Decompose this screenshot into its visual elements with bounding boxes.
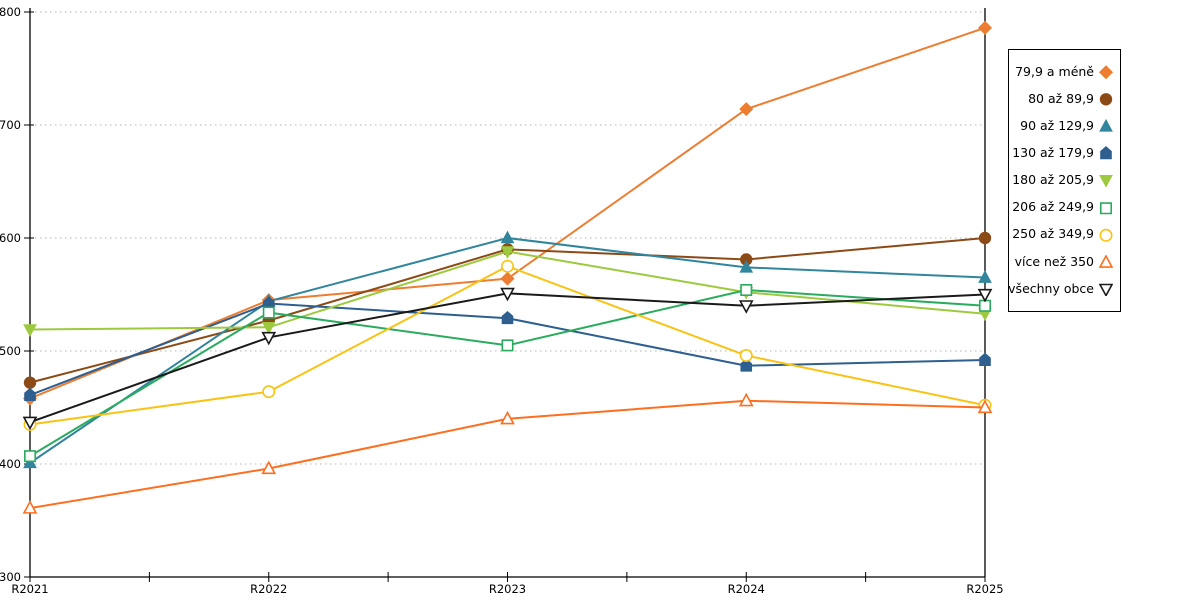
data-point-marker: [740, 283, 753, 296]
tick-label: R2021: [11, 582, 48, 596]
legend-marker-glyph: [1099, 175, 1113, 188]
data-point-marker: [23, 455, 37, 469]
series-9: [22, 287, 993, 431]
legend-marker-glyph: [1099, 228, 1113, 242]
tick-label: 400: [0, 457, 21, 471]
legend-marker-glyph: [1100, 146, 1112, 160]
tick-label: 700: [0, 118, 21, 132]
data-point-marker: [24, 450, 36, 463]
data-point-marker: [500, 230, 515, 244]
data-point-marker: [24, 387, 36, 401]
data-point-marker: [261, 331, 277, 346]
data-point-marker: [1100, 146, 1112, 160]
data-point-marker: [738, 392, 754, 407]
legend-label: 250 až 349,9: [1012, 226, 1094, 242]
legend-item: 180 až 205,9: [1012, 173, 1113, 188]
data-point-marker: [262, 306, 275, 319]
data-point-marker: [979, 299, 991, 312]
data-point-marker: [500, 410, 515, 425]
legend-item: 80 až 89,9: [1016, 92, 1113, 106]
data-point-marker: [978, 231, 992, 245]
data-point-marker: [740, 358, 753, 372]
legend-label: 180 až 205,9: [1012, 172, 1094, 188]
open-square-marker-icon: [1099, 201, 1113, 215]
legend-marker-glyph: [1099, 119, 1113, 132]
data-point-marker: [1100, 201, 1112, 214]
tick-label: 600: [0, 231, 21, 245]
data-point-marker: [739, 349, 753, 363]
data-point-marker: [738, 300, 754, 314]
data-point-marker: [500, 259, 514, 273]
legend-item: 250 až 349,9: [1012, 228, 1113, 242]
legend-item: více než 350: [1014, 253, 1113, 269]
legend-label: 130 až 179,9: [1012, 145, 1094, 161]
series-line: [29, 237, 986, 384]
open-triangle-down-marker-icon: [1099, 282, 1113, 296]
open-circle-marker-icon: [1099, 228, 1113, 242]
data-point-marker: [1099, 283, 1113, 296]
data-point-marker: [979, 352, 991, 366]
data-point-marker: [739, 102, 754, 117]
data-point-marker: [1099, 119, 1113, 132]
legend-label: 206 až 249,9: [1012, 199, 1094, 215]
data-point-marker: [22, 500, 38, 514]
triangle-down-marker-icon: [1099, 173, 1113, 188]
triangle-up-marker-icon: [1099, 119, 1113, 133]
data-point-marker: [1099, 175, 1113, 188]
series-6: [24, 283, 991, 463]
legend-item: 130 až 179,9: [1012, 146, 1113, 160]
legend-marker-glyph: [1099, 93, 1113, 106]
series-4: [24, 296, 991, 401]
legend-marker-glyph: [1100, 201, 1112, 214]
open-triangle-up-marker-icon: [1099, 254, 1113, 269]
data-point-marker: [262, 385, 276, 399]
tick-label: R2023: [489, 582, 526, 596]
data-point-marker: [500, 271, 515, 286]
legend-item: 79,9 a méně: [1015, 63, 1113, 80]
data-point-marker: [978, 270, 992, 283]
data-point-marker: [261, 460, 277, 475]
pentagon-marker-icon: [1099, 146, 1113, 160]
legend-item: všechny obce: [1008, 282, 1113, 296]
legend-marker-glyph: [1099, 65, 1113, 80]
data-point-marker: [1099, 228, 1113, 242]
legend-item: 206 až 249,9: [1012, 201, 1113, 215]
legend-label: 79,9 a méně: [1015, 63, 1094, 79]
data-point-marker: [977, 288, 993, 303]
data-point-marker: [1099, 65, 1113, 80]
diamond-marker-icon: [1099, 65, 1113, 80]
legend-item: 90 až 129,9: [1016, 119, 1113, 133]
data-point-marker: [22, 416, 38, 431]
tick-label: 500: [0, 344, 21, 358]
data-point-marker: [500, 246, 515, 259]
legend-label: více než 350: [1014, 253, 1094, 269]
data-point-marker: [1099, 93, 1113, 106]
circle-marker-icon: [1099, 92, 1113, 106]
data-point-marker: [977, 399, 993, 414]
legend-label: 90 až 129,9: [1020, 118, 1094, 134]
data-point-marker: [1099, 254, 1113, 268]
legend: 79,9 a méně 80 až 89,9 90 až 129,9 130 a…: [1008, 49, 1121, 312]
legend-marker-glyph: [1099, 254, 1113, 268]
data-point-marker: [501, 339, 514, 352]
data-point-marker: [23, 376, 37, 389]
tick-label: R2022: [250, 582, 287, 596]
legend-label: všechny obce: [1008, 280, 1094, 296]
data-point-marker: [261, 321, 276, 335]
data-point-marker: [739, 260, 754, 273]
series-8: [22, 392, 993, 514]
tick-label: 800: [0, 5, 21, 19]
data-point-marker: [23, 324, 37, 337]
tick-label: R2025: [966, 582, 1003, 596]
data-point-marker: [977, 20, 993, 35]
legend-label: 80 až 89,9: [1028, 90, 1094, 106]
data-point-marker: [500, 287, 515, 302]
tick-label: 300: [0, 570, 21, 584]
tick-label: R2024: [728, 582, 765, 596]
legend-marker-glyph: [1099, 283, 1113, 296]
data-point-marker: [501, 310, 514, 325]
